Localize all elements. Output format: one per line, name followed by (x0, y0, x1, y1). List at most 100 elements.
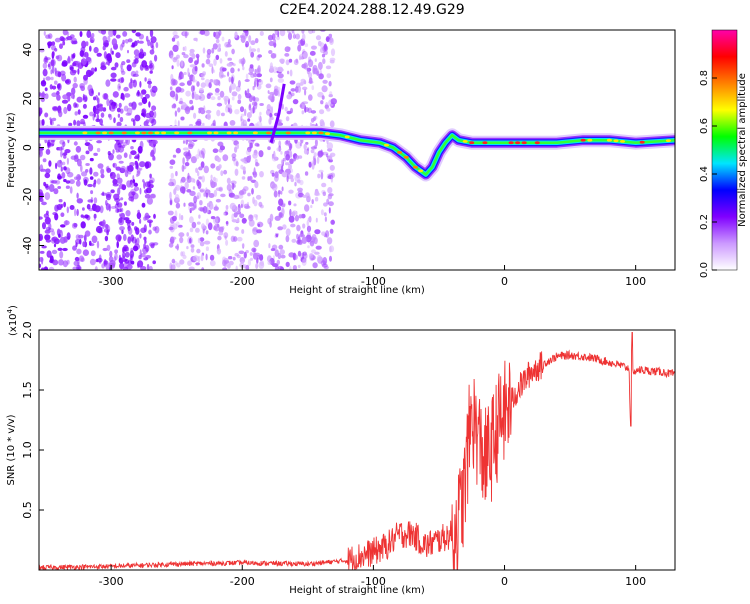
noise-speckle (139, 233, 142, 239)
noise-speckle (44, 216, 51, 225)
noise-speckle (314, 196, 319, 202)
noise-speckle (237, 99, 242, 105)
noise-speckle (293, 32, 296, 39)
noise-speckle (254, 38, 259, 44)
noise-speckle (269, 213, 274, 222)
noise-speckle (146, 263, 150, 270)
noise-speckle (58, 199, 63, 203)
noise-speckle (116, 147, 122, 151)
noise-speckle (125, 251, 130, 258)
noise-speckle (63, 201, 66, 208)
noise-speckle (141, 202, 146, 208)
noise-speckle (227, 38, 231, 45)
noise-speckle (319, 109, 325, 115)
noise-speckle (201, 73, 206, 78)
noise-speckle (59, 43, 63, 49)
noise-speckle (180, 251, 184, 257)
noise-speckle (258, 115, 262, 121)
noise-speckle (47, 251, 52, 257)
noise-speckle (128, 102, 133, 107)
noise-speckle (270, 116, 274, 121)
noise-speckle (308, 30, 314, 34)
noise-speckle (208, 193, 215, 198)
noise-speckle (225, 221, 229, 225)
ridge-peak (462, 140, 468, 143)
noise-speckle (94, 108, 100, 115)
noise-speckle (313, 157, 317, 166)
noise-speckle (329, 37, 334, 45)
noise-speckle (54, 37, 61, 43)
noise-speckle (80, 85, 85, 92)
noise-speckle (271, 183, 278, 191)
noise-speckle (230, 180, 237, 185)
noise-speckle (169, 191, 172, 200)
noise-speckle (252, 196, 255, 204)
noise-speckle (149, 151, 154, 158)
noise-speckle (72, 245, 77, 251)
noise-speckle (109, 250, 113, 258)
noise-speckle (178, 213, 181, 221)
noise-speckle (63, 178, 67, 183)
noise-speckle (326, 73, 332, 79)
noise-speckle (305, 234, 312, 243)
noise-speckle (130, 150, 137, 156)
noise-speckle (211, 47, 215, 54)
noise-speckle (239, 213, 245, 219)
noise-speckle (231, 76, 234, 84)
noise-speckle (249, 214, 253, 219)
noise-speckle (106, 167, 112, 173)
noise-speckle (223, 261, 228, 268)
noise-speckle (85, 41, 89, 47)
noise-speckle (40, 168, 47, 172)
noise-speckle (214, 178, 218, 183)
noise-speckle (304, 43, 309, 48)
noise-speckle (58, 110, 63, 118)
noise-speckle (223, 95, 229, 102)
noise-speckle (112, 149, 115, 154)
noise-speckle (128, 191, 135, 199)
noise-speckle (198, 93, 206, 101)
noise-speckle (216, 102, 223, 107)
noise-speckle (307, 59, 314, 68)
noise-speckle (94, 67, 97, 72)
noise-speckle (300, 78, 306, 83)
noise-speckle (266, 255, 272, 263)
ridge-peak (665, 139, 671, 143)
noise-speckle (255, 194, 262, 200)
noise-speckle (199, 189, 204, 193)
noise-speckle (202, 47, 206, 54)
noise-speckle (50, 76, 54, 81)
noise-speckle (89, 258, 96, 266)
noise-speckle (73, 260, 79, 267)
noise-speckle (80, 221, 86, 229)
noise-speckle (43, 77, 45, 84)
noise-speckle (209, 254, 215, 261)
noise-speckle (195, 262, 200, 266)
noise-speckle (210, 181, 216, 189)
noise-speckle (63, 155, 67, 159)
noise-speckle (215, 38, 220, 44)
noise-speckle (60, 145, 65, 151)
noise-speckle (195, 53, 200, 59)
noise-speckle (41, 119, 45, 126)
noise-speckle (69, 186, 73, 194)
x-tick-label: -100 (361, 575, 386, 588)
noise-speckle (189, 207, 195, 211)
noise-speckle (183, 202, 186, 207)
noise-speckle (82, 94, 88, 103)
noise-speckle (41, 80, 46, 85)
noise-speckle (198, 214, 201, 219)
noise-speckle (274, 171, 279, 179)
noise-speckle (284, 53, 290, 57)
noise-speckle (259, 31, 264, 36)
noise-speckle (285, 116, 290, 122)
noise-speckle (285, 154, 291, 161)
noise-speckle (123, 266, 129, 270)
noise-speckle (190, 247, 195, 253)
noise-speckle (109, 114, 113, 121)
noise-speckle (314, 229, 321, 235)
noise-speckle (253, 101, 258, 110)
noise-speckle (245, 149, 251, 156)
noise-speckle (110, 78, 117, 82)
noise-speckle (51, 180, 58, 184)
